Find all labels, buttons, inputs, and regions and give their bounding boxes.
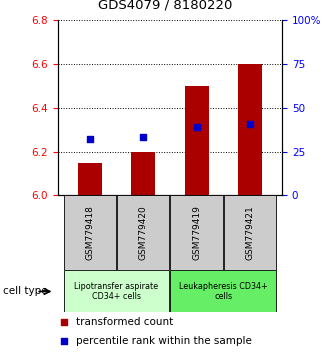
Bar [64,195,116,270]
Bar [64,270,169,313]
Bar [78,162,102,195]
Text: GSM779418: GSM779418 [85,206,94,261]
Bar [171,270,276,313]
Bar [238,64,262,195]
Text: percentile rank within the sample: percentile rank within the sample [76,336,251,346]
Text: GSM779421: GSM779421 [246,206,254,260]
Point [248,121,253,127]
Point [87,136,92,141]
Point [62,319,67,325]
Text: GDS4079 / 8180220: GDS4079 / 8180220 [98,0,232,12]
Text: Lipotransfer aspirate
CD34+ cells: Lipotransfer aspirate CD34+ cells [75,282,159,301]
Text: transformed count: transformed count [76,317,173,327]
Text: GSM779420: GSM779420 [139,206,148,260]
Text: GSM779419: GSM779419 [192,206,201,261]
Point [141,135,146,140]
Bar [224,195,276,270]
Bar [185,86,209,195]
Text: cell type: cell type [3,286,48,296]
Bar [171,195,223,270]
Text: Leukapheresis CD34+
cells: Leukapheresis CD34+ cells [179,282,268,301]
Bar [117,195,169,270]
Bar [131,152,155,195]
Point [194,124,199,129]
Point [62,338,67,344]
